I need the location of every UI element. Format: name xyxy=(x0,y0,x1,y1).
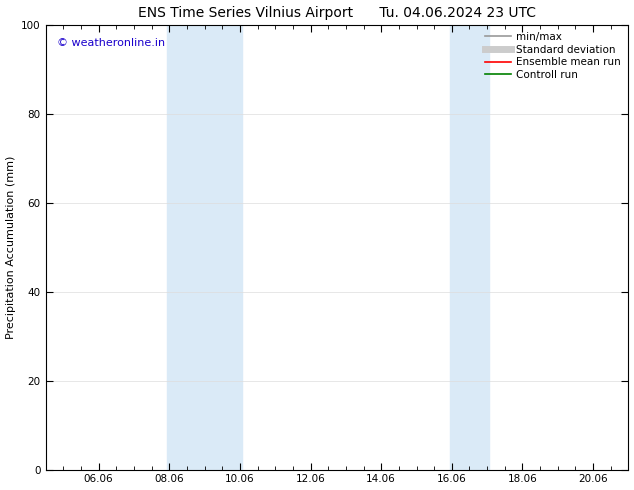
Bar xyxy=(167,25,242,469)
Legend: min/max, Standard deviation, Ensemble mean run, Controll run: min/max, Standard deviation, Ensemble me… xyxy=(483,30,623,82)
Title: ENS Time Series Vilnius Airport      Tu. 04.06.2024 23 UTC: ENS Time Series Vilnius Airport Tu. 04.0… xyxy=(138,5,536,20)
Text: © weatheronline.in: © weatheronline.in xyxy=(57,38,165,48)
Bar xyxy=(450,25,489,469)
Y-axis label: Precipitation Accumulation (mm): Precipitation Accumulation (mm) xyxy=(6,155,16,339)
